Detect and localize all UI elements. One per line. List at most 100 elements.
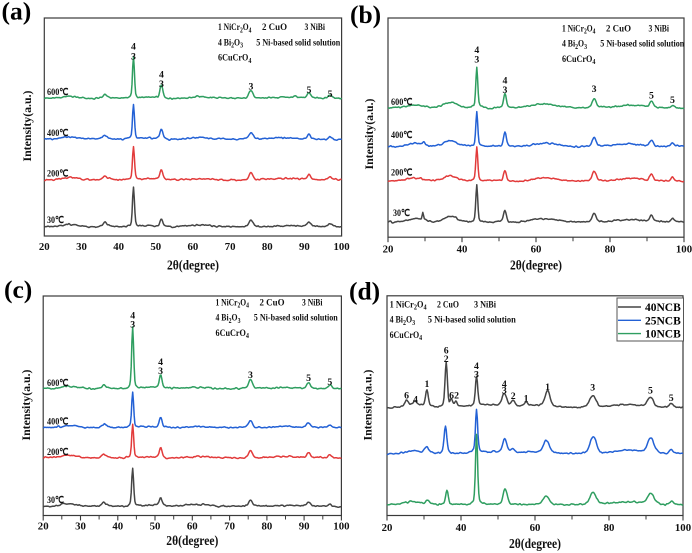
svg-text:600℃: 600℃ bbox=[47, 87, 69, 98]
svg-text:30℃: 30℃ bbox=[47, 215, 64, 226]
svg-text:60: 60 bbox=[530, 522, 541, 534]
svg-text:70: 70 bbox=[224, 521, 235, 533]
svg-text:3: 3 bbox=[590, 383, 595, 394]
svg-text:5: 5 bbox=[648, 386, 653, 397]
svg-text:20: 20 bbox=[382, 522, 393, 534]
svg-text:3: 3 bbox=[474, 370, 479, 381]
svg-text:5: 5 bbox=[328, 89, 333, 100]
svg-text:60: 60 bbox=[531, 244, 542, 256]
svg-text:4: 4 bbox=[130, 310, 135, 321]
svg-text:1: 1 bbox=[545, 382, 550, 393]
svg-text:3: 3 bbox=[592, 84, 597, 95]
svg-text:6: 6 bbox=[449, 391, 454, 402]
svg-text:20: 20 bbox=[39, 241, 50, 253]
svg-text:6: 6 bbox=[444, 345, 449, 356]
svg-text:1: 1 bbox=[425, 379, 430, 390]
svg-text:20: 20 bbox=[383, 244, 394, 256]
svg-text:1: 1 bbox=[524, 393, 529, 404]
svg-text:2: 2 bbox=[444, 354, 449, 365]
svg-text:200℃: 200℃ bbox=[391, 168, 413, 179]
svg-text:Intensity(a.u.): Intensity(a.u.) bbox=[22, 90, 34, 161]
svg-text:3: 3 bbox=[158, 366, 163, 377]
svg-text:4: 4 bbox=[474, 45, 479, 56]
svg-text:2θ(degree): 2θ(degree) bbox=[510, 259, 562, 274]
svg-text:2 CuO: 2 CuO bbox=[606, 25, 631, 35]
svg-text:2: 2 bbox=[454, 391, 459, 402]
svg-text:400℃: 400℃ bbox=[391, 130, 413, 141]
svg-text:1 NiCr2​O4​: 1 NiCr2​O4​ bbox=[562, 25, 596, 36]
svg-text:90: 90 bbox=[299, 521, 310, 533]
svg-text:6CuCrO4​: 6CuCrO4​ bbox=[218, 54, 252, 65]
svg-text:80: 80 bbox=[604, 522, 615, 534]
svg-text:100: 100 bbox=[676, 244, 692, 256]
svg-text:3 NiBi: 3 NiBi bbox=[305, 23, 326, 33]
svg-text:50: 50 bbox=[150, 241, 161, 253]
svg-text:90: 90 bbox=[299, 241, 310, 253]
svg-text:5 Ni-based solid solution: 5 Ni-based solid solution bbox=[254, 314, 339, 324]
svg-text:4: 4 bbox=[474, 361, 479, 372]
svg-text:200℃: 200℃ bbox=[47, 447, 69, 458]
svg-text:25NCB: 25NCB bbox=[645, 315, 681, 327]
svg-text:40: 40 bbox=[457, 244, 468, 256]
svg-text:4: 4 bbox=[413, 395, 418, 406]
svg-text:4 Bi2​O3​: 4 Bi2​O3​ bbox=[562, 40, 587, 51]
svg-text:60: 60 bbox=[187, 521, 198, 533]
svg-text:3: 3 bbox=[130, 320, 135, 331]
svg-text:Intensity(a.u.): Intensity(a.u.) bbox=[364, 98, 376, 169]
svg-text:4: 4 bbox=[502, 76, 507, 87]
svg-text:4: 4 bbox=[131, 42, 136, 53]
svg-text:4 Bi2​O3​: 4 Bi2​O3​ bbox=[216, 314, 241, 325]
svg-text:5 Ni-based solid solution: 5 Ni-based solid solution bbox=[428, 316, 517, 326]
svg-text:(c): (c) bbox=[4, 275, 32, 304]
svg-text:30: 30 bbox=[76, 241, 87, 253]
svg-text:6CuCrO4​: 6CuCrO4​ bbox=[562, 55, 596, 66]
svg-text:Intensity(a.u.): Intensity(a.u.) bbox=[21, 369, 33, 440]
svg-text:2 CuO: 2 CuO bbox=[262, 23, 287, 33]
svg-text:100: 100 bbox=[675, 522, 691, 534]
svg-text:4: 4 bbox=[158, 357, 163, 368]
svg-text:20: 20 bbox=[38, 521, 49, 533]
svg-text:10NCB: 10NCB bbox=[645, 329, 681, 341]
svg-text:3: 3 bbox=[474, 55, 479, 66]
svg-text:3 NiBi: 3 NiBi bbox=[649, 25, 670, 35]
svg-text:40: 40 bbox=[113, 241, 124, 253]
svg-text:3 NiBi: 3 NiBi bbox=[302, 299, 323, 309]
svg-text:400℃: 400℃ bbox=[47, 128, 69, 139]
svg-text:1 NiCr2​O4​: 1 NiCr2​O4​ bbox=[218, 23, 252, 34]
svg-text:60: 60 bbox=[188, 241, 199, 253]
svg-text:3: 3 bbox=[502, 386, 507, 397]
svg-text:4: 4 bbox=[502, 379, 507, 390]
svg-text:6CuCrO4​: 6CuCrO4​ bbox=[390, 331, 423, 342]
svg-text:3 NiBi: 3 NiBi bbox=[474, 301, 496, 311]
svg-text:2θ(degree): 2θ(degree) bbox=[167, 259, 219, 274]
svg-text:200℃: 200℃ bbox=[47, 169, 69, 180]
svg-text:1 NiCr2​O4​: 1 NiCr2​O4​ bbox=[216, 299, 250, 310]
svg-text:5: 5 bbox=[306, 85, 311, 96]
svg-text:600℃: 600℃ bbox=[391, 97, 413, 108]
svg-text:5: 5 bbox=[327, 377, 332, 388]
svg-text:80: 80 bbox=[262, 241, 273, 253]
svg-text:(a): (a) bbox=[2, 0, 32, 26]
svg-text:5: 5 bbox=[670, 95, 675, 106]
svg-text:50: 50 bbox=[150, 521, 161, 533]
svg-text:30: 30 bbox=[75, 521, 86, 533]
svg-text:2 CuO: 2 CuO bbox=[437, 301, 459, 311]
svg-text:600℃: 600℃ bbox=[47, 378, 69, 389]
svg-text:40NCB: 40NCB bbox=[645, 302, 681, 314]
svg-text:2: 2 bbox=[511, 391, 516, 402]
svg-text:100: 100 bbox=[333, 521, 349, 533]
svg-text:100: 100 bbox=[333, 241, 349, 253]
svg-text:5: 5 bbox=[669, 393, 674, 404]
svg-text:30℃: 30℃ bbox=[393, 208, 410, 219]
svg-text:Intensity(a.u.): Intensity(a.u.) bbox=[363, 369, 375, 440]
svg-text:3: 3 bbox=[131, 52, 136, 63]
svg-text:3: 3 bbox=[502, 85, 507, 96]
svg-text:3: 3 bbox=[248, 82, 253, 93]
svg-text:80: 80 bbox=[262, 521, 273, 533]
svg-text:3: 3 bbox=[248, 370, 253, 381]
svg-text:40: 40 bbox=[112, 521, 123, 533]
svg-text:400℃: 400℃ bbox=[47, 417, 69, 428]
svg-text:2θ(degree): 2θ(degree) bbox=[166, 534, 218, 549]
svg-text:3: 3 bbox=[159, 79, 164, 90]
svg-text:80: 80 bbox=[605, 244, 616, 256]
